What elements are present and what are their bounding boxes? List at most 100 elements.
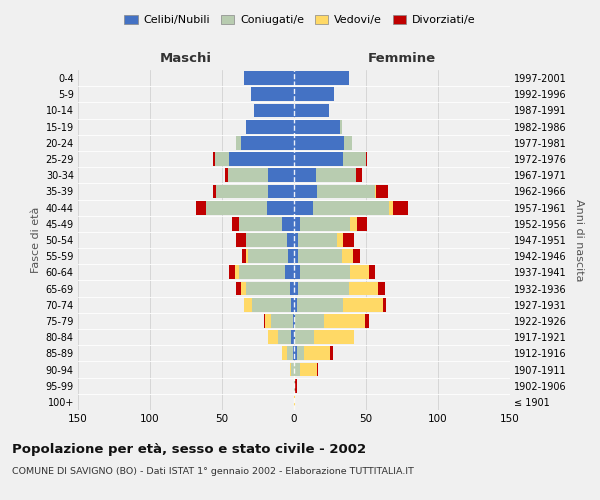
Bar: [214, 152, 215, 166]
Bar: [232, 217, 239, 230]
Bar: [271, 314, 293, 328]
Bar: [239, 266, 286, 280]
Text: Femmine: Femmine: [368, 52, 436, 65]
Bar: [297, 346, 304, 360]
Bar: [244, 298, 252, 312]
Bar: [365, 314, 369, 328]
Bar: [343, 233, 355, 247]
Bar: [294, 379, 295, 392]
Bar: [294, 200, 313, 214]
Bar: [228, 168, 268, 182]
Bar: [278, 330, 291, 344]
Bar: [294, 217, 300, 230]
Bar: [337, 233, 343, 247]
Bar: [266, 200, 294, 214]
Bar: [358, 217, 367, 230]
Bar: [294, 395, 295, 409]
Bar: [297, 298, 343, 312]
Bar: [288, 250, 294, 263]
Bar: [389, 200, 394, 214]
Bar: [330, 346, 333, 360]
Bar: [294, 362, 300, 376]
Bar: [377, 282, 385, 296]
Bar: [294, 330, 295, 344]
Bar: [265, 314, 271, 328]
Bar: [294, 152, 343, 166]
Bar: [235, 266, 239, 280]
Bar: [300, 266, 350, 280]
Bar: [313, 200, 389, 214]
Bar: [252, 298, 291, 312]
Bar: [247, 233, 287, 247]
Bar: [239, 217, 283, 230]
Bar: [254, 104, 294, 118]
Bar: [214, 184, 216, 198]
Bar: [366, 152, 367, 166]
Y-axis label: Anni di nascita: Anni di nascita: [574, 198, 584, 281]
Bar: [374, 184, 376, 198]
Bar: [294, 104, 329, 118]
Bar: [241, 136, 294, 149]
Text: Popolazione per età, sesso e stato civile - 2002: Popolazione per età, sesso e stato civil…: [12, 442, 366, 456]
Text: Maschi: Maschi: [160, 52, 212, 65]
Bar: [298, 282, 349, 296]
Y-axis label: Fasce di età: Fasce di età: [31, 207, 41, 273]
Bar: [293, 346, 294, 360]
Bar: [248, 250, 288, 263]
Bar: [236, 136, 241, 149]
Bar: [236, 282, 241, 296]
Bar: [236, 233, 247, 247]
Bar: [268, 168, 294, 182]
Bar: [293, 314, 294, 328]
Bar: [283, 217, 294, 230]
Bar: [251, 88, 294, 101]
Bar: [340, 120, 341, 134]
Bar: [294, 250, 298, 263]
Bar: [287, 346, 293, 360]
Bar: [268, 184, 294, 198]
Bar: [298, 233, 337, 247]
Bar: [350, 266, 369, 280]
Bar: [383, 298, 386, 312]
Bar: [287, 233, 294, 247]
Bar: [294, 298, 297, 312]
Bar: [294, 266, 300, 280]
Bar: [196, 200, 206, 214]
Bar: [291, 330, 294, 344]
Bar: [294, 71, 349, 85]
Bar: [286, 266, 294, 280]
Bar: [225, 168, 228, 182]
Bar: [314, 330, 355, 344]
Bar: [294, 233, 298, 247]
Bar: [298, 250, 341, 263]
Bar: [291, 298, 294, 312]
Legend: Celibi/Nubili, Coniugati/e, Vedovi/e, Divorziati/e: Celibi/Nubili, Coniugati/e, Vedovi/e, Di…: [120, 10, 480, 30]
Bar: [247, 282, 290, 296]
Bar: [283, 346, 287, 360]
Text: COMUNE DI SAVIGNO (BO) - Dati ISTAT 1° gennaio 2002 - Elaborazione TUTTITALIA.IT: COMUNE DI SAVIGNO (BO) - Dati ISTAT 1° g…: [12, 468, 414, 476]
Bar: [295, 379, 297, 392]
Bar: [247, 120, 294, 134]
Bar: [341, 250, 353, 263]
Bar: [294, 282, 298, 296]
Bar: [300, 217, 350, 230]
Bar: [349, 282, 377, 296]
Bar: [215, 152, 229, 166]
Bar: [294, 184, 317, 198]
Bar: [268, 330, 278, 344]
Bar: [394, 200, 408, 214]
Bar: [324, 314, 365, 328]
Bar: [290, 282, 294, 296]
Bar: [229, 152, 294, 166]
Bar: [291, 362, 294, 376]
Bar: [317, 184, 374, 198]
Bar: [353, 250, 360, 263]
Bar: [343, 152, 366, 166]
Bar: [206, 200, 266, 214]
Bar: [317, 362, 319, 376]
Bar: [229, 266, 235, 280]
Bar: [242, 250, 247, 263]
Bar: [343, 298, 383, 312]
Bar: [247, 250, 248, 263]
Bar: [264, 314, 265, 328]
